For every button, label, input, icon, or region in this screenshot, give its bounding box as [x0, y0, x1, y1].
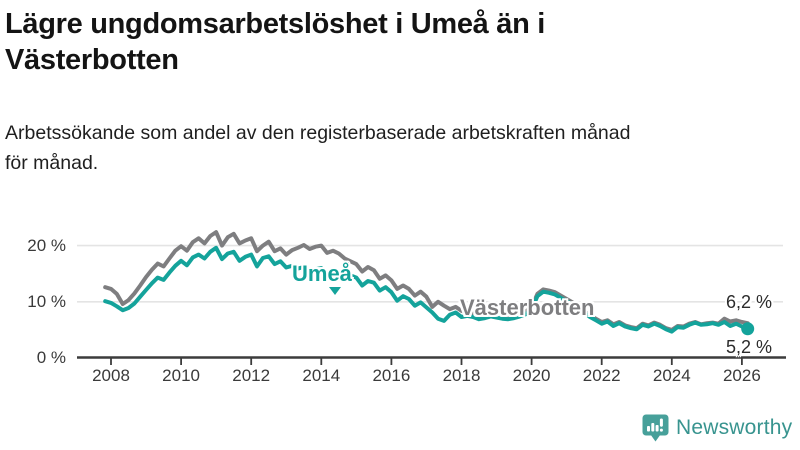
- y-tick-label: 20 %: [27, 235, 66, 255]
- x-tick-label: 2018: [442, 366, 481, 385]
- x-tick-label: 2012: [232, 366, 271, 385]
- chart-subtitle: Arbetssökande som andel av den registerb…: [5, 122, 631, 174]
- y-tick-label: 0 %: [36, 348, 66, 367]
- x-tick-label: 2026: [722, 366, 761, 385]
- newsworthy-wordmark: Newsworthy: [676, 416, 793, 439]
- series-label-umea: Umeå: [292, 261, 352, 286]
- x-tick-label: 2010: [162, 366, 200, 385]
- newsworthy-logo: Newsworthy: [642, 414, 792, 442]
- newsworthy-icon: [642, 414, 669, 442]
- end-value-vasterbotten: 6,2 %: [725, 292, 772, 312]
- series-label-vasterbotten: Västerbotten: [460, 295, 595, 320]
- page-title: Lägre ungdomsarbetslöshet i Umeå än i Vä…: [5, 8, 546, 76]
- x-tick-label: 2024: [652, 366, 691, 385]
- x-tick-label: 2020: [512, 366, 551, 385]
- x-tick-label: 2014: [302, 366, 341, 385]
- triangle-down-icon: [329, 287, 341, 295]
- x-tick-label: 2016: [372, 366, 411, 385]
- x-tick-label: 2022: [582, 366, 621, 385]
- end-value-umea: 5,2 %: [725, 337, 772, 357]
- y-tick-label: 10 %: [27, 291, 66, 311]
- x-tick-label: 2008: [92, 366, 130, 385]
